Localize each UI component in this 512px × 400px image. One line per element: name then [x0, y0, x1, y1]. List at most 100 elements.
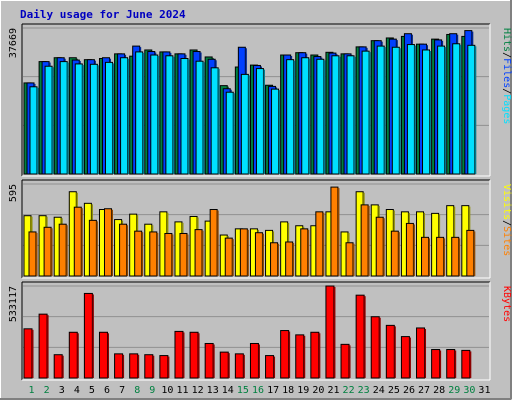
x-tick-label: 3	[59, 385, 65, 396]
bar-pages-7	[120, 57, 129, 175]
bar-shade	[81, 208, 83, 276]
bar-sites-15	[239, 228, 248, 277]
bar-sites-5	[88, 219, 97, 277]
bar-pages-20	[316, 58, 325, 175]
bar-pages-18	[286, 59, 295, 175]
bar-shade	[32, 329, 34, 378]
bar-kbytes-12	[189, 331, 199, 379]
bar-shade	[217, 210, 219, 276]
x-tick-label: 15	[237, 385, 249, 396]
bar-shade	[172, 56, 175, 174]
bar-sites-30	[466, 229, 475, 277]
bar-shade	[413, 224, 415, 276]
bar-shade	[182, 332, 185, 378]
bar-kbytes-10	[159, 355, 169, 379]
bar-sites-17	[270, 242, 279, 277]
bar-shade	[137, 354, 140, 378]
x-tick-label: 21	[327, 385, 339, 396]
legend-separator: /	[501, 88, 512, 94]
bar-kbytes-22	[340, 343, 350, 379]
bar-pages-6	[104, 61, 113, 175]
legend-entry-files: Files	[501, 58, 512, 88]
bar-kbytes-11	[174, 330, 184, 379]
bar-shade	[213, 344, 215, 378]
bar-pages-9	[150, 54, 159, 175]
bar-pages-16	[255, 68, 264, 175]
bar-shade	[307, 229, 310, 276]
bar-sites-12	[194, 229, 203, 277]
bar-sites-11	[179, 232, 188, 277]
bar-shade	[443, 238, 446, 276]
bar-shade	[186, 234, 189, 276]
bar-pages-19	[301, 57, 310, 175]
bar-shade	[77, 333, 79, 378]
panel-visits-sites: 595 Visits/Sites	[8, 179, 512, 279]
bar-sites-18	[285, 241, 294, 277]
bar-shade	[398, 232, 400, 276]
bar-sites-21	[330, 186, 339, 277]
bar-pages-12	[195, 60, 204, 175]
bar-shade	[122, 354, 125, 378]
chart-title: Daily usage for June 2024	[20, 8, 186, 21]
y-max-label: 533117	[8, 286, 19, 322]
bar-pages-22	[346, 55, 355, 175]
bar-shade	[337, 188, 340, 276]
series-sites	[28, 186, 476, 277]
legend: KBytes	[501, 286, 512, 322]
x-tick-label: 30	[463, 385, 475, 396]
bar-pages-29	[452, 43, 461, 175]
x-tick-label: 10	[161, 385, 173, 396]
bar-pages-21	[331, 55, 340, 175]
bar-shade	[474, 46, 477, 175]
bar-pages-26	[406, 44, 415, 175]
bar-shade	[322, 212, 325, 276]
bar-kbytes-18	[280, 330, 290, 379]
bar-shade	[198, 333, 200, 378]
x-tick-label: 13	[207, 385, 219, 396]
bar-pages-30	[467, 44, 476, 175]
bar-kbytes-1	[23, 328, 33, 379]
bar-shade	[156, 232, 159, 276]
x-tick-label: 26	[403, 385, 415, 396]
bar-pages-13	[210, 67, 219, 175]
series-kbytes	[23, 285, 472, 379]
legend-entry-hits: Hits	[501, 28, 512, 52]
bar-shade	[203, 62, 205, 174]
bar-shade	[47, 315, 49, 378]
bar-kbytes-23	[355, 294, 365, 379]
bar-pages-28	[437, 45, 446, 175]
bar-shade	[384, 47, 386, 174]
bar-pages-1	[29, 86, 38, 175]
x-tick-label: 11	[176, 385, 188, 396]
bar-sites-22	[345, 242, 354, 277]
x-tick-label: 29	[448, 385, 460, 396]
bar-sites-20	[315, 211, 324, 277]
bar-shade	[36, 232, 38, 276]
x-tick-label: 5	[89, 385, 95, 396]
bar-sites-19	[300, 228, 309, 277]
bar-shade	[353, 243, 355, 276]
bar-shade	[278, 90, 281, 174]
x-tick-label: 1	[29, 385, 35, 396]
x-tick-label: 14	[222, 385, 234, 396]
bar-shade	[273, 356, 276, 378]
bar-shade	[469, 351, 472, 378]
bar-sites-16	[254, 232, 263, 277]
bar-shade	[293, 60, 296, 174]
bar-sites-8	[134, 230, 143, 277]
series-pages	[29, 43, 477, 175]
bar-shade	[409, 337, 411, 378]
x-tick-label: 28	[433, 385, 445, 396]
bar-sites-1	[28, 231, 37, 277]
bar-pages-10	[165, 55, 174, 175]
bar-shade	[67, 62, 69, 174]
bar-shade	[288, 331, 291, 378]
bar-shade	[202, 230, 204, 276]
bar-shade	[218, 68, 220, 174]
bar-shade	[141, 232, 144, 276]
bar-kbytes-6	[98, 331, 108, 379]
legend-entry-pages: Pages	[501, 94, 512, 124]
bar-shade	[233, 93, 235, 174]
bar-shade	[262, 233, 264, 276]
bar-kbytes-30	[461, 349, 471, 379]
